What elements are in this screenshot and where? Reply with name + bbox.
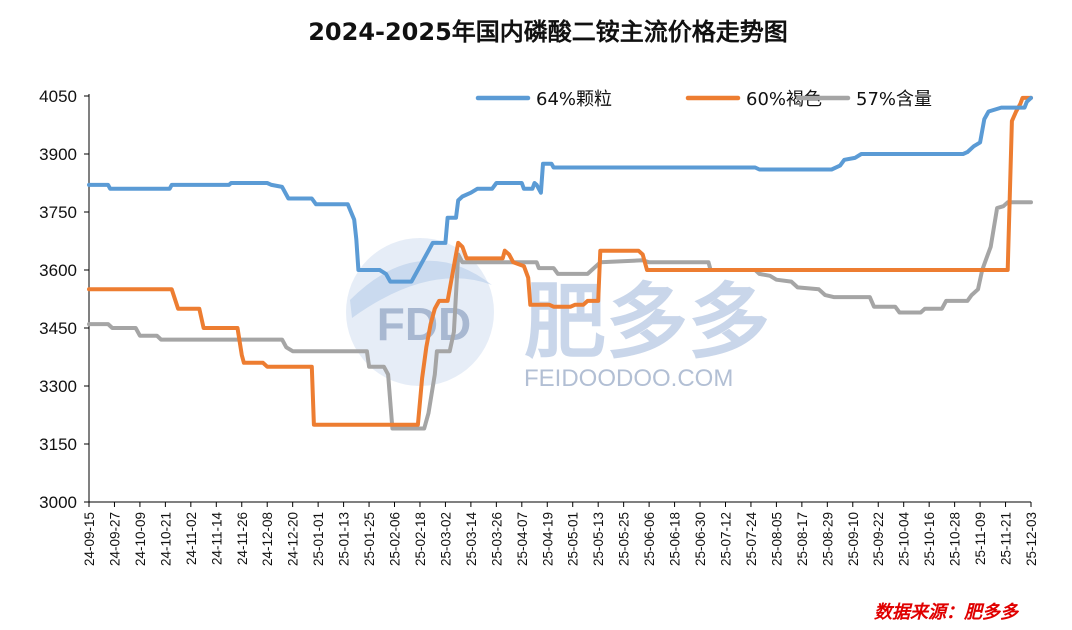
x-tick-label: 25-01-25 xyxy=(362,512,377,566)
x-tick-label: 25-06-06 xyxy=(642,512,657,566)
x-tick-label: 25-12-03 xyxy=(1024,512,1039,566)
x-tick-label: 25-04-07 xyxy=(515,512,530,566)
x-tick-label: 25-05-13 xyxy=(591,512,606,566)
y-tick-label: 3000 xyxy=(39,493,77,512)
x-tick-label: 25-08-17 xyxy=(795,512,810,566)
x-tick-label: 24-12-20 xyxy=(286,512,301,566)
series-layer xyxy=(87,95,1033,431)
x-tick-label: 24-09-15 xyxy=(82,512,97,566)
y-tick-label: 4050 xyxy=(39,87,77,106)
series-line-2 xyxy=(87,95,1033,427)
x-tick-label: 24-11-14 xyxy=(209,512,224,566)
x-tick-label: 25-03-02 xyxy=(438,512,453,566)
x-tick-label: 24-10-09 xyxy=(133,512,148,566)
y-tick-label: 3450 xyxy=(39,319,77,338)
x-tick-label: 25-01-01 xyxy=(311,512,326,566)
legend-label-3: 57%含量 xyxy=(856,89,932,110)
x-tick-label: 24-11-02 xyxy=(184,512,199,565)
x-tick-label: 25-10-28 xyxy=(948,512,963,566)
y-tick-label: 3900 xyxy=(39,145,77,164)
x-tick-label: 25-01-13 xyxy=(337,512,352,566)
x-tick-label: 25-07-24 xyxy=(744,512,759,567)
x-tick-label: 25-11-09 xyxy=(973,512,988,565)
x-tick-label: 25-03-26 xyxy=(489,512,504,566)
x-tick-label: 24-09-27 xyxy=(107,512,122,566)
x-tick-label: 25-05-01 xyxy=(566,512,581,566)
chart-title: 2024-2025年国内磷酸二铵主流价格走势图 xyxy=(308,18,788,46)
x-tick-label: 25-02-18 xyxy=(413,512,428,566)
x-tick-label: 24-10-21 xyxy=(158,512,173,566)
x-tick-label: 25-05-25 xyxy=(617,512,632,566)
y-tick-label: 3300 xyxy=(39,377,77,396)
x-tick-label: 25-04-19 xyxy=(540,512,555,566)
watermark-brand-en: FEIDOODOO.COM xyxy=(524,365,733,392)
x-tick-label: 25-10-16 xyxy=(922,512,937,566)
y-tick-label: 3150 xyxy=(39,435,77,454)
x-tick-label: 25-07-12 xyxy=(718,512,733,566)
x-tick-label: 24-11-26 xyxy=(235,512,250,565)
x-tick-label: 25-09-10 xyxy=(846,512,861,566)
x-tick-label: 25-10-04 xyxy=(897,512,912,567)
x-tick-label: 25-11-21 xyxy=(999,512,1014,565)
legend: 64%颗粒 60%褐色 57%含量 xyxy=(475,89,932,110)
legend-label-1: 64%颗粒 xyxy=(536,89,612,110)
x-tick-label: 25-08-05 xyxy=(769,512,784,566)
axes: 3000 3150 3300 3450 3600 3750 3900 4050 24-09-15… xyxy=(39,87,1039,566)
x-tick-label: 25-09-22 xyxy=(871,512,886,566)
x-tick-label: 25-06-18 xyxy=(668,512,683,566)
x-tick-label: 25-02-06 xyxy=(388,512,403,566)
legend-label-2: 60%褐色 xyxy=(746,89,822,110)
x-tick-label: 25-06-30 xyxy=(693,512,708,566)
source-note: 数据来源：肥多多 xyxy=(874,602,1020,623)
y-tick-label: 3750 xyxy=(39,203,77,222)
x-tick-label: 24-12-08 xyxy=(260,512,275,566)
y-tick-label: 3600 xyxy=(39,261,77,280)
x-tick-label: 25-03-14 xyxy=(464,512,479,567)
series-line-1 xyxy=(87,95,1033,284)
x-tick-label: 25-08-29 xyxy=(820,512,835,566)
watermark-brand-cn: 肥多多 xyxy=(524,275,770,370)
